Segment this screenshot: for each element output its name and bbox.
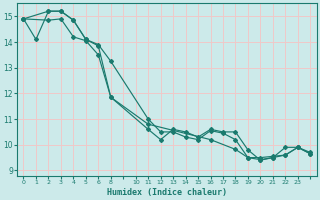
X-axis label: Humidex (Indice chaleur): Humidex (Indice chaleur) (107, 188, 227, 197)
